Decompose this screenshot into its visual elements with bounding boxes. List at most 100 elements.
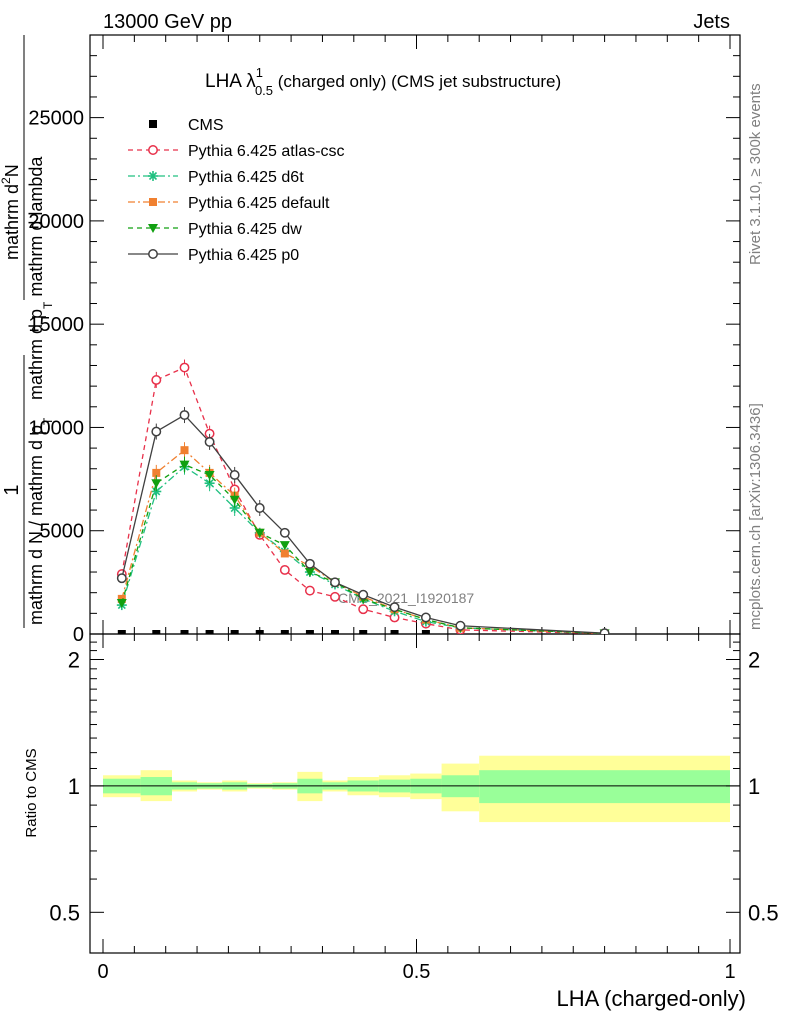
legend-marker bbox=[149, 120, 157, 128]
point-atlas-csc bbox=[179, 362, 190, 373]
point-cms bbox=[359, 630, 368, 634]
y-label-right-denom-rest: mathrm d lambda bbox=[26, 156, 46, 302]
point-cms bbox=[152, 630, 161, 634]
main-ytick-label: 10000 bbox=[28, 417, 84, 439]
y-label-right-part-rest: N bbox=[2, 164, 22, 177]
point-cms bbox=[390, 630, 399, 634]
point-cms bbox=[255, 630, 264, 634]
point-p0 bbox=[599, 628, 610, 634]
point-p0 bbox=[420, 612, 431, 623]
y-label-right-denom: mathrm d p bbox=[26, 309, 46, 400]
point-default bbox=[280, 549, 289, 558]
ratio-ytick-label-right: 0.5 bbox=[748, 900, 779, 925]
plot-title: LHA λ1 0.5 (charged only) (CMS jet substr… bbox=[205, 65, 561, 98]
point-dw bbox=[151, 479, 162, 489]
point-p0 bbox=[279, 527, 290, 538]
main-ytick-label: 0 bbox=[73, 624, 84, 646]
y-label-right-part-sup: 2 bbox=[0, 177, 13, 184]
point-p0 bbox=[254, 503, 265, 513]
ratio-ytick-label: 0.5 bbox=[49, 900, 80, 925]
point-dw bbox=[304, 568, 315, 578]
point-cms bbox=[205, 630, 214, 634]
point-p0 bbox=[304, 558, 315, 569]
series-line-default bbox=[121, 449, 605, 634]
plot-title-main: LHA λ bbox=[205, 71, 256, 92]
point-dw bbox=[116, 599, 127, 609]
ratio-ytick-label-right: 1 bbox=[748, 774, 760, 799]
header-left: 13000 GeV pp bbox=[103, 11, 232, 33]
series-line-dw bbox=[121, 463, 605, 634]
header-right: Jets bbox=[693, 11, 730, 33]
point-p0 bbox=[455, 620, 466, 631]
point-dw bbox=[254, 528, 265, 538]
ratio-band-inner bbox=[479, 770, 730, 804]
legend-marker bbox=[148, 171, 158, 181]
xtick-label: 1 bbox=[724, 961, 735, 983]
legend-item-default: Pythia 6.425 default bbox=[128, 195, 330, 212]
main-ytick-label: 25000 bbox=[28, 108, 84, 130]
point-cms bbox=[180, 630, 189, 634]
point-atlas-csc bbox=[304, 585, 315, 596]
xtick-label: 0 bbox=[97, 961, 108, 983]
point-p0 bbox=[330, 577, 340, 588]
legend-label: Pythia 6.425 atlas-csc bbox=[188, 143, 345, 160]
ratio-axis-ticks: 0.5 0.5 1 1 2 2 0 0.5 1 bbox=[49, 634, 779, 983]
ratio-bands bbox=[103, 755, 730, 823]
point-p0 bbox=[151, 426, 162, 437]
point-cms bbox=[230, 630, 239, 634]
point-atlas-csc bbox=[151, 374, 162, 385]
y-label-denominator: mathrm d N / mathrm d pT bbox=[26, 417, 55, 625]
x-axis-label: LHA (charged-only) bbox=[556, 986, 746, 1011]
point-atlas-csc bbox=[279, 565, 290, 575]
main-ytick-label: 5000 bbox=[40, 521, 85, 543]
point-atlas-csc bbox=[358, 604, 369, 615]
point-p0 bbox=[116, 573, 127, 584]
ratio-ytick-label: 1 bbox=[68, 774, 80, 799]
legend-item-cms: CMS bbox=[149, 117, 224, 134]
ratio-ytick-label: 2 bbox=[68, 647, 80, 672]
point-p0 bbox=[358, 589, 369, 600]
y-label-denominator-sub: T bbox=[41, 417, 55, 425]
legend-item-atlas-csc: Pythia 6.425 atlas-csc bbox=[128, 143, 345, 160]
point-default bbox=[117, 594, 126, 603]
legend-marker bbox=[148, 249, 158, 259]
legend-item-p0: Pythia 6.425 p0 bbox=[128, 247, 299, 264]
point-cms bbox=[117, 630, 126, 634]
point-default bbox=[180, 446, 189, 455]
main-ytick-label: 20000 bbox=[28, 211, 84, 233]
point-dw bbox=[204, 470, 215, 480]
legend-label: Pythia 6.425 p0 bbox=[188, 247, 299, 264]
point-dw bbox=[179, 460, 190, 470]
point-dw bbox=[229, 495, 240, 505]
point-dw bbox=[279, 541, 290, 551]
ratio-plot-frame bbox=[89, 633, 741, 954]
series-line-p0 bbox=[121, 414, 605, 634]
y-label-denominator-text: mathrm d N / mathrm d p bbox=[26, 425, 46, 625]
legend-item-d6t: Pythia 6.425 d6t bbox=[128, 169, 304, 186]
ratio-ytick-label-right: 2 bbox=[748, 647, 760, 672]
plot-title-rest: (charged only) (CMS jet substructure) bbox=[273, 72, 561, 91]
y-label-right-part: mathrm d bbox=[2, 184, 22, 260]
point-p0 bbox=[389, 602, 400, 613]
point-p0 bbox=[179, 410, 190, 421]
legend-marker bbox=[148, 224, 158, 233]
xtick-label: 0.5 bbox=[403, 961, 431, 983]
series-line-d6t bbox=[121, 465, 605, 634]
legend-label: Pythia 6.425 dw bbox=[188, 221, 302, 238]
legend-marker bbox=[148, 145, 158, 155]
legend: CMS Pythia 6.425 atlas-csc Pythia 6.425 d6… bbox=[128, 117, 345, 264]
y-label-right-denominator: mathrm d pT mathrm d lambda bbox=[26, 156, 55, 400]
ratio-y-label: Ratio to CMS bbox=[23, 748, 40, 837]
point-p0 bbox=[229, 470, 240, 480]
point-cms bbox=[305, 630, 314, 634]
legend-label: CMS bbox=[188, 117, 224, 134]
y-axis-label: 1 mathrm d N / mathrm d pT mathrm d2N ma… bbox=[0, 35, 55, 628]
series-p0 bbox=[116, 407, 610, 634]
main-axis-ticks: 0 5000 10000 15000 20000 25000 bbox=[28, 35, 740, 646]
plot-title-sub: 0.5 bbox=[255, 83, 273, 98]
plot-title-sup: 1 bbox=[256, 65, 263, 80]
series-cms bbox=[117, 630, 430, 634]
series-layer bbox=[116, 359, 610, 634]
point-cms bbox=[280, 630, 289, 634]
